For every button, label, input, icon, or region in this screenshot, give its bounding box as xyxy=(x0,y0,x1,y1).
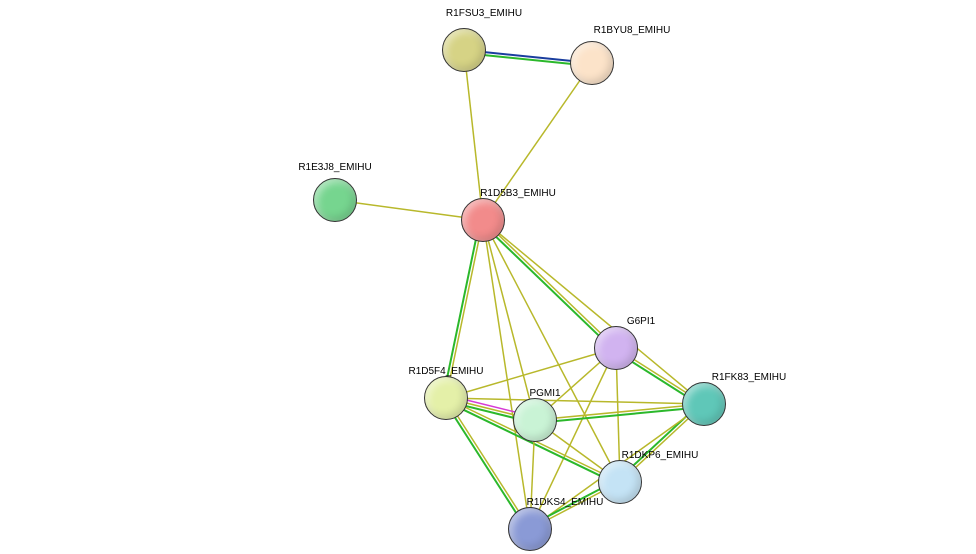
network-node[interactable] xyxy=(461,198,505,242)
network-node-label: R1E3J8_EMIHU xyxy=(298,162,371,173)
network-node-label: R1D5F4_EMIHU xyxy=(408,366,483,377)
network-node-label: R1DKS4_EMIHU xyxy=(527,497,604,508)
network-edges-layer xyxy=(0,0,976,554)
network-node[interactable] xyxy=(594,326,638,370)
network-node-label: G6PI1 xyxy=(627,316,655,327)
network-node[interactable] xyxy=(682,382,726,426)
network-node[interactable] xyxy=(513,398,557,442)
network-node-label: R1FSU3_EMIHU xyxy=(446,8,522,19)
network-node-label: R1D5B3_EMIHU xyxy=(480,188,556,199)
network-edge xyxy=(483,220,616,348)
network-node-label: R1BYU8_EMIHU xyxy=(594,25,671,36)
network-node[interactable] xyxy=(598,460,642,504)
network-node[interactable] xyxy=(570,41,614,85)
protein-network-diagram: R1FSU3_EMIHU R1BYU8_EMIHU R1E3J8_EMIHU R1D5… xyxy=(0,0,976,554)
network-edge xyxy=(535,404,704,420)
network-node-label: R1FK83_EMIHU xyxy=(712,372,786,383)
network-edge xyxy=(483,220,704,404)
network-node-label: PGMI1 xyxy=(529,388,560,399)
network-node-label: R1DKP6_EMIHU xyxy=(622,450,699,461)
network-edge xyxy=(535,407,704,423)
network-node[interactable] xyxy=(442,28,486,72)
network-edge xyxy=(446,398,704,404)
network-node[interactable] xyxy=(424,376,468,420)
network-node[interactable] xyxy=(508,507,552,551)
network-node[interactable] xyxy=(313,178,357,222)
